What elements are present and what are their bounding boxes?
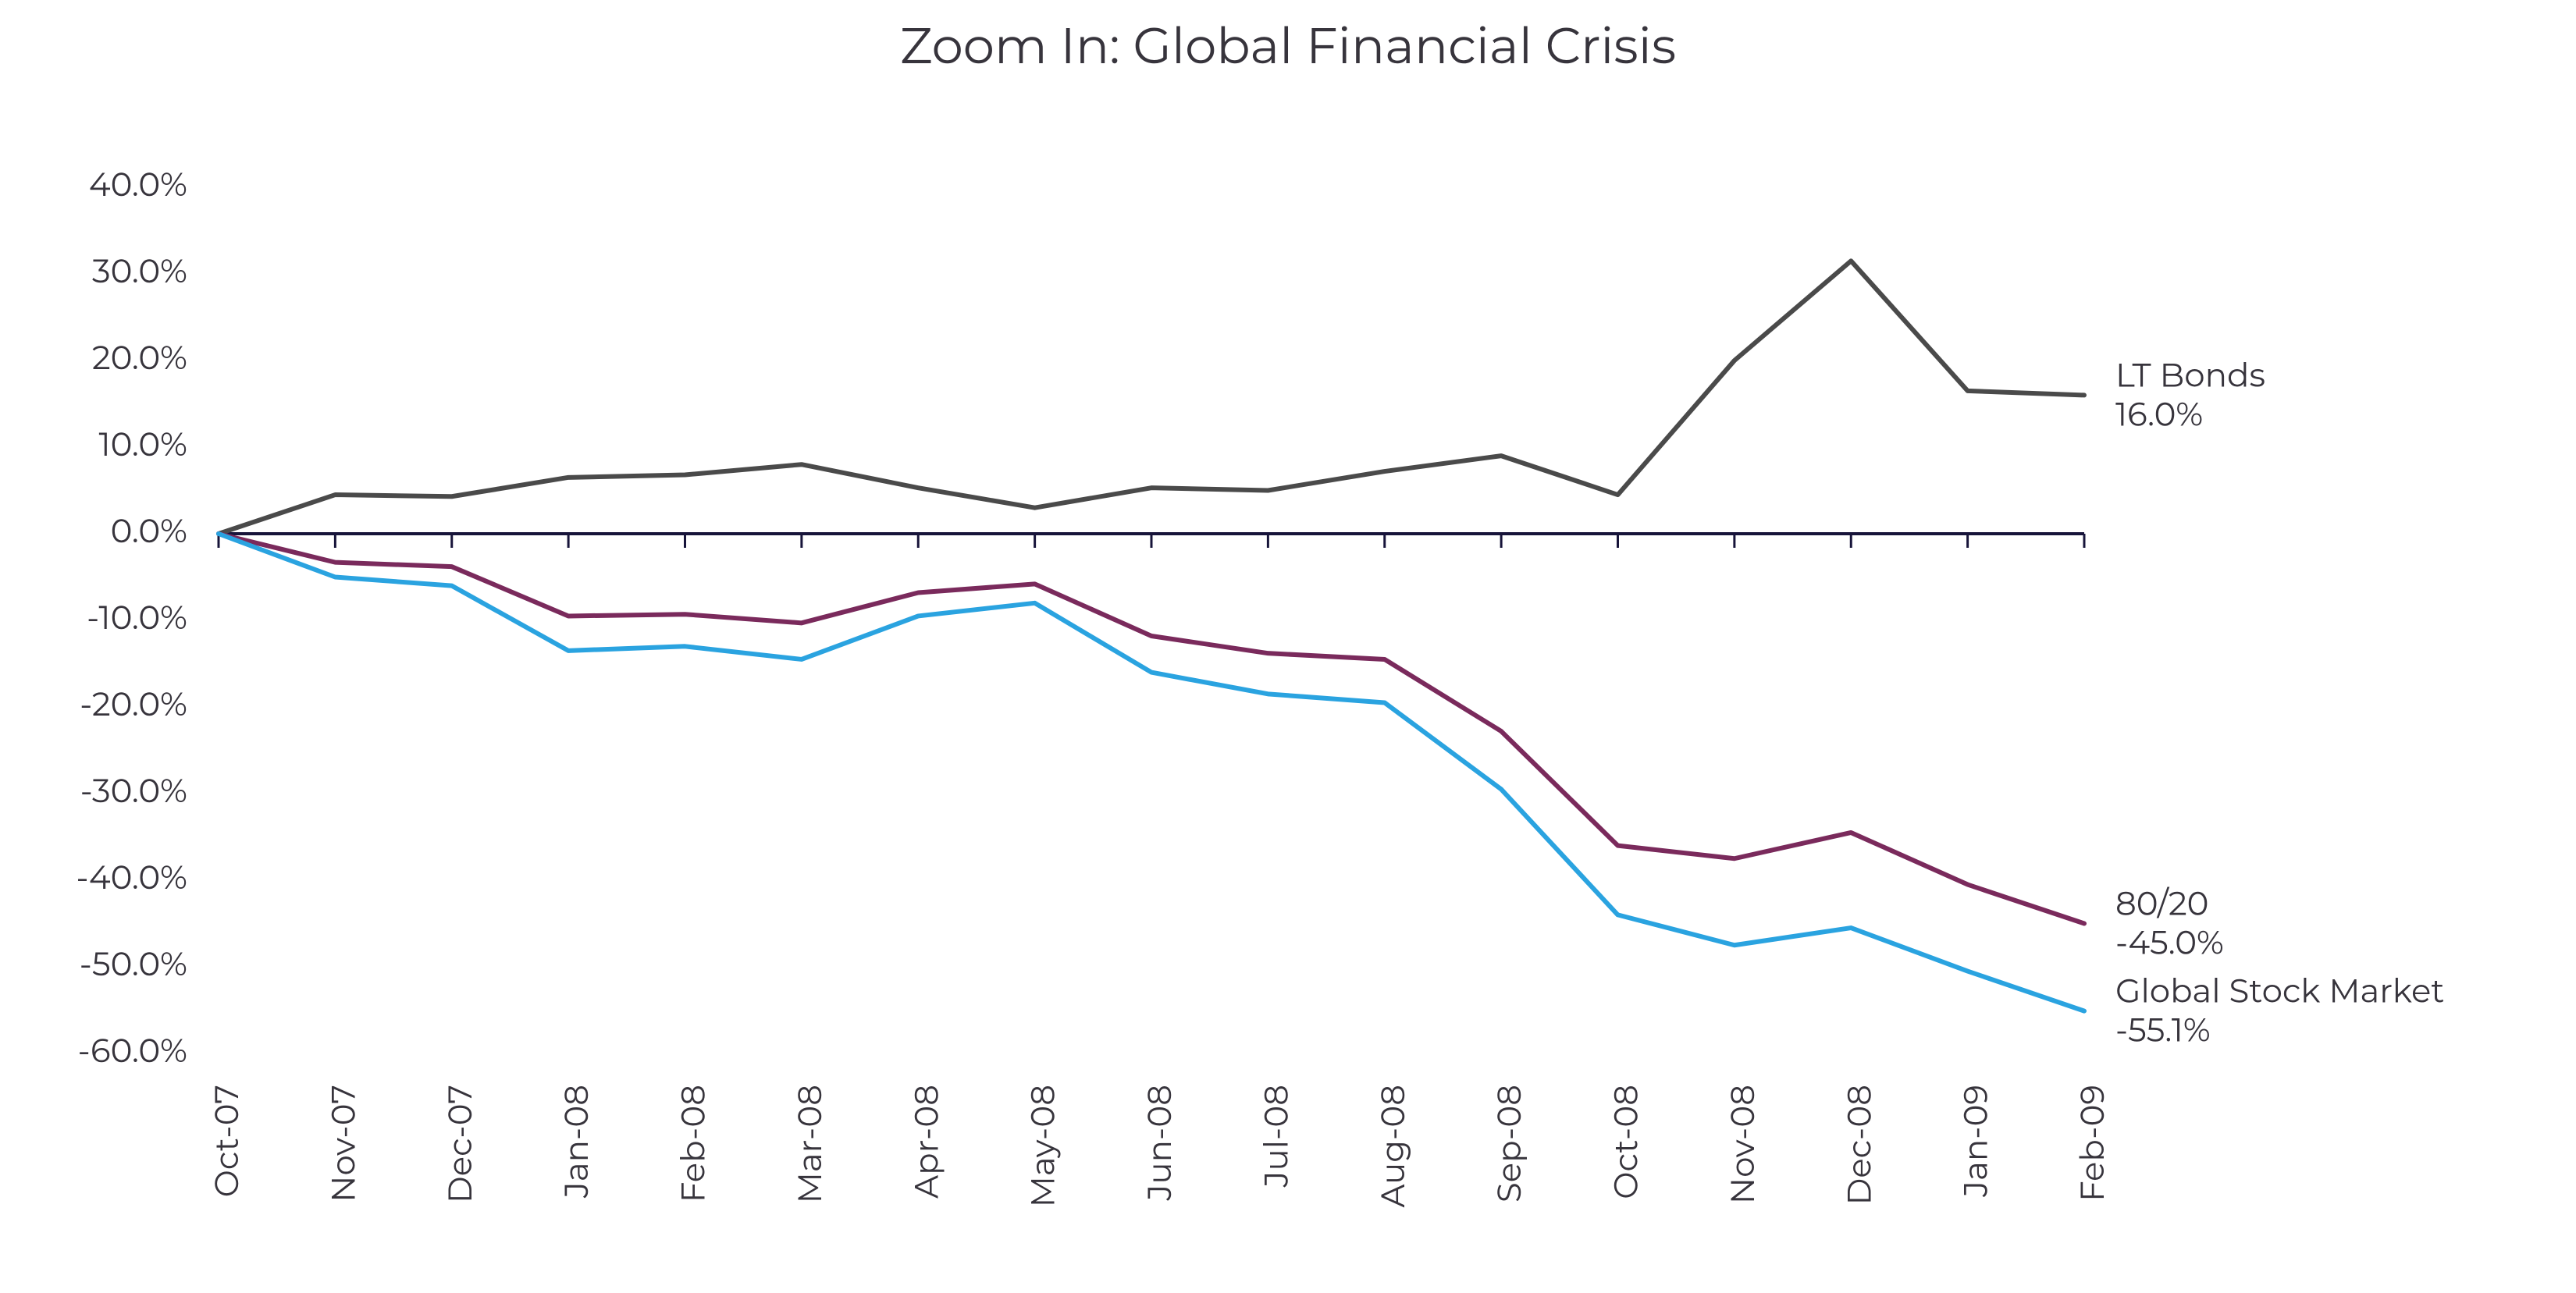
series-end-label-name: Global Stock Market	[2115, 971, 2444, 1011]
x-tick-label: Jan-08	[556, 1085, 596, 1199]
x-tick-label: Sep-08	[1489, 1085, 1529, 1202]
y-tick-label: -50.0%	[80, 943, 187, 984]
x-tick-label: Nov-07	[322, 1085, 363, 1202]
x-tick-label: Dec-08	[1838, 1085, 1879, 1205]
x-tick-label: Jul-08	[1255, 1085, 1296, 1188]
series-end-label-value: 16.0%	[2115, 393, 2203, 434]
series-line	[219, 534, 2084, 1011]
x-tick-label: Aug-08	[1372, 1085, 1413, 1208]
y-tick-label: -30.0%	[80, 770, 187, 811]
y-tick-label: -20.0%	[80, 684, 187, 724]
y-tick-label: -10.0%	[87, 597, 187, 638]
series-end-label-name: LT Bonds	[2115, 354, 2265, 395]
x-tick-label: May-08	[1023, 1085, 1063, 1207]
x-tick-label: Oct-07	[206, 1085, 247, 1197]
y-tick-label: -40.0%	[76, 857, 187, 897]
x-tick-label: Dec-07	[439, 1085, 480, 1203]
y-tick-label: 0.0%	[111, 510, 187, 551]
y-tick-label: 40.0%	[89, 164, 187, 204]
y-tick-label: 30.0%	[92, 250, 187, 291]
x-tick-label: Feb-08	[673, 1085, 713, 1202]
x-tick-label: Nov-08	[1722, 1085, 1763, 1204]
series-line	[219, 534, 2084, 924]
series-end-label-name: 80/20	[2115, 883, 2208, 924]
series-end-label-value: -55.1%	[2115, 1010, 2211, 1050]
y-tick-label: 20.0%	[92, 337, 187, 378]
series-end-label-value: -45.0%	[2115, 922, 2224, 963]
x-tick-label: Jun-08	[1139, 1085, 1179, 1202]
x-tick-label: Mar-08	[789, 1085, 830, 1203]
x-tick-label: Apr-08	[906, 1085, 946, 1199]
y-tick-label: -60.0%	[78, 1030, 187, 1071]
y-tick-label: 10.0%	[98, 424, 187, 464]
series-line	[219, 261, 2084, 534]
x-tick-label: Jan-09	[1955, 1085, 1996, 1198]
chart-container: Zoom In: Global Financial Crisis 40.0%30…	[0, 0, 2576, 1293]
x-tick-label: Feb-09	[2072, 1085, 2112, 1202]
line-chart: 40.0% 30.0% 20.0% 10.0% 0.0% -10.0% -20.0% -30.…	[0, 0, 2576, 1293]
x-tick-label: Oct-08	[1606, 1085, 1646, 1199]
